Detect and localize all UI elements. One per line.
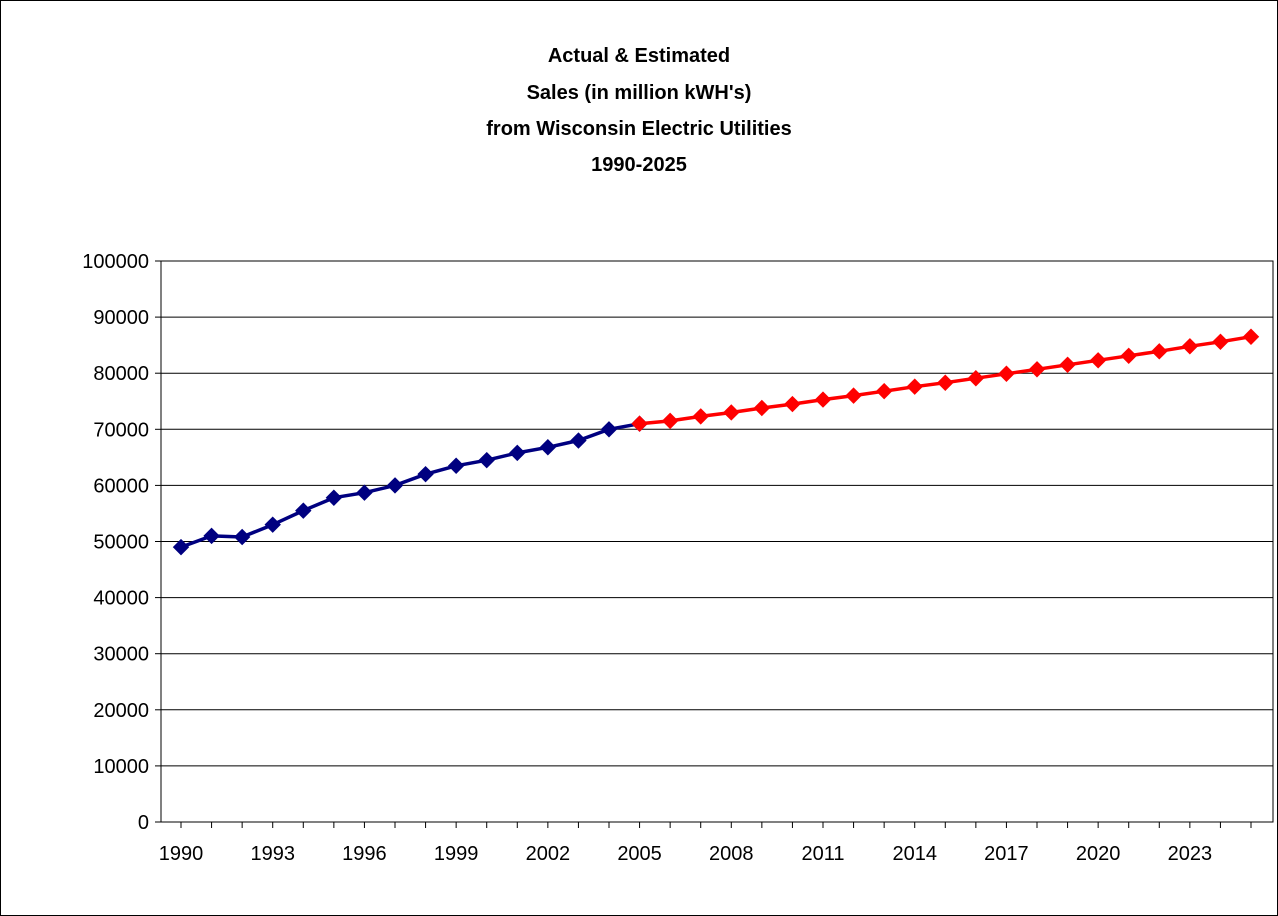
data-point [631,415,648,432]
title-line: from Wisconsin Electric Utilities [486,118,791,140]
data-point [692,408,709,425]
data-point [998,365,1015,382]
data-point [325,489,343,506]
data-point [1059,356,1076,373]
x-tick-label: 1999 [434,843,479,865]
data-point [1212,333,1229,350]
data-point [539,439,557,456]
data-point [264,516,281,533]
y-axis: 0 10000 20000 30000 40000 50000 60000 70000 8000… [82,251,161,834]
data-point [570,432,587,449]
data-point [1089,352,1107,369]
data-point [447,457,465,474]
x-axis: 1990 1993 1996 1999 2002 2005 2008 2011 2014 2017… [159,822,1252,865]
title-line: Sales (in million kWH's) [527,82,752,104]
y-tick-label: 50000 [93,532,149,554]
title-line: Actual & Estimated [548,45,730,67]
data-point [1242,328,1260,345]
data-point [233,528,251,546]
data-point [600,421,618,438]
x-tick-label: 2023 [1168,843,1213,865]
data-point [753,399,771,417]
data-point [295,502,312,519]
data-point [356,484,373,501]
y-tick-label: 60000 [93,475,149,497]
data-point [509,444,526,462]
series-line [180,421,640,549]
data-point [172,538,190,556]
data-point [784,395,801,413]
y-tick-label: 70000 [93,419,149,441]
data-point [723,404,740,421]
x-tick-label: 2008 [709,843,754,865]
chart-title: Actual & Estimated Sales (in million kWH… [486,45,791,176]
y-tick-label: 0 [138,812,149,834]
x-tick-label: 2011 [801,843,844,865]
data-point [478,451,495,469]
y-tick-label: 10000 [93,756,149,778]
data-point [906,378,923,395]
data-point [845,387,862,404]
y-tick-label: 80000 [93,363,149,385]
x-tick-label: 2017 [984,843,1029,865]
x-tick-label: 1996 [342,843,387,865]
y-tick-label: 30000 [93,644,149,666]
y-tick-label: 20000 [93,700,149,722]
y-tick-label: 100000 [82,251,149,273]
data-point [937,374,954,391]
data-point [814,391,832,408]
data-point [386,477,404,494]
data-point [1120,347,1137,365]
x-tick-label: 1990 [159,843,204,865]
x-tick-label: 2020 [1076,843,1121,865]
y-tick-label: 90000 [93,307,149,329]
data-point [1028,361,1046,378]
x-tick-label: 1993 [250,843,295,865]
x-tick-label: 2002 [526,843,571,865]
data-point [967,370,985,387]
gridlines [161,260,1273,767]
y-tick-label: 40000 [93,588,149,610]
data-point [1181,338,1199,355]
x-tick-label: 2014 [892,843,937,865]
data-point [661,412,679,430]
data-point [417,465,434,483]
title-line: 1990-2025 [591,154,687,176]
x-tick-label: 2005 [617,843,662,865]
data-point [1151,343,1168,360]
data-point [875,382,893,400]
data-point [203,527,220,545]
series-group [172,328,1260,556]
